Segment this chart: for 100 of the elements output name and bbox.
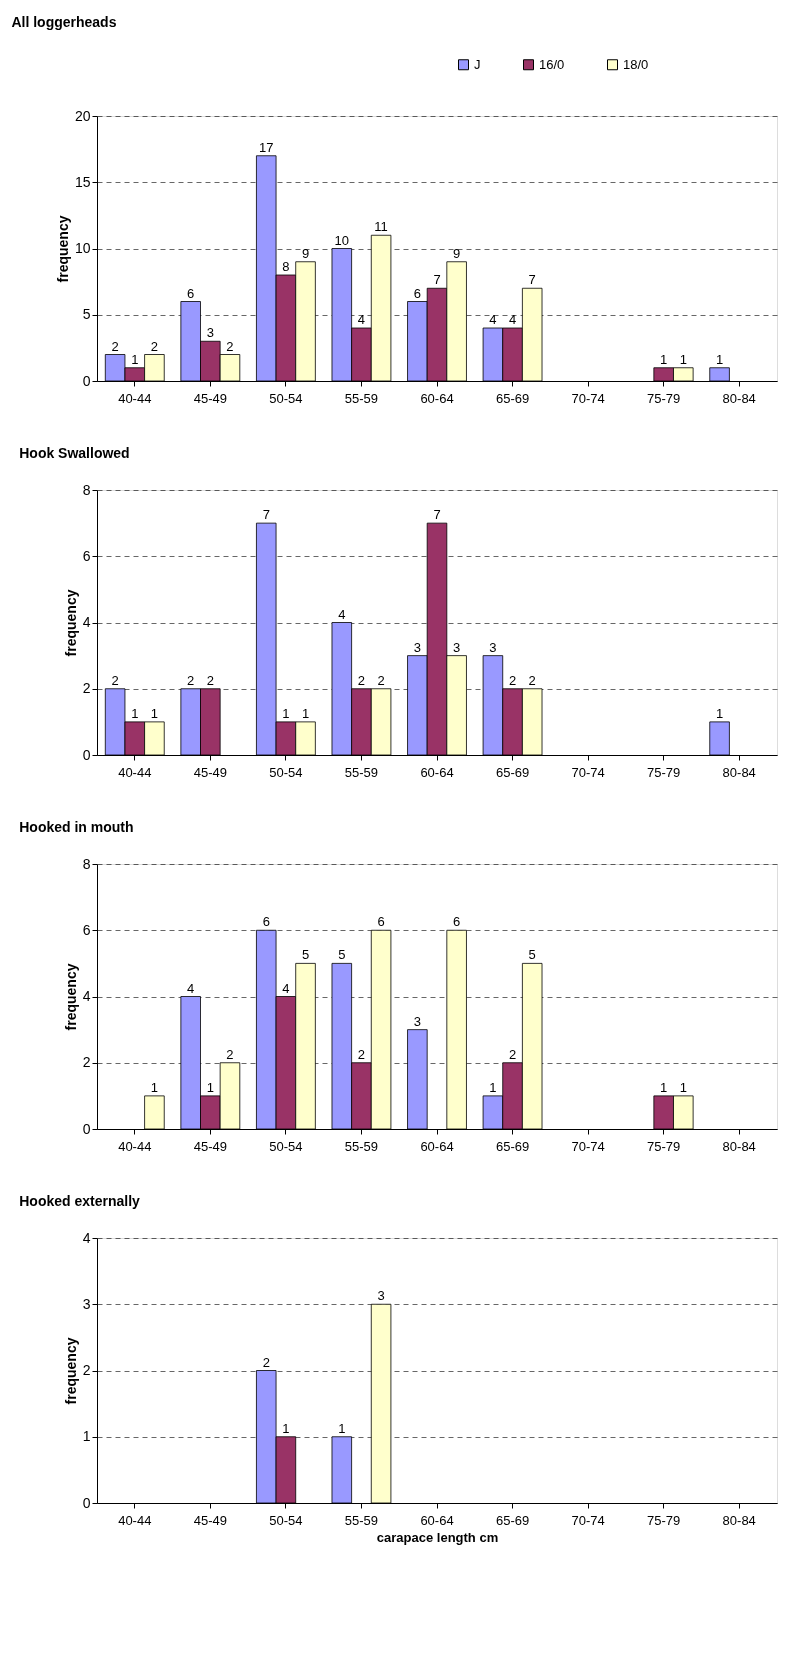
data-label: 1 <box>489 1079 497 1095</box>
legend-label: J <box>474 56 481 72</box>
data-label: 1 <box>679 1079 687 1095</box>
x-tick-label: 70-74 <box>571 390 605 406</box>
y-tick-label: 4 <box>82 988 91 1004</box>
data-label: 3 <box>413 639 421 655</box>
x-tick-label: 50-54 <box>269 1138 303 1154</box>
x-tick-label: 50-54 <box>269 390 303 406</box>
y-tick-label: 0 <box>82 372 91 389</box>
x-tick-label: 55-59 <box>344 764 379 780</box>
data-label: 1 <box>282 705 290 721</box>
x-tick-label: 80-84 <box>722 390 756 406</box>
data-label: 1 <box>715 705 724 721</box>
data-label: 2 <box>206 672 214 688</box>
x-tick-label: 70-74 <box>571 1138 605 1154</box>
y-tick-label: 3 <box>82 1295 91 1312</box>
x-axis-title: carapace length cm <box>376 1529 499 1545</box>
chart-title: Hooked externally <box>19 1193 141 1209</box>
x-tick-label: 80-84 <box>722 764 756 780</box>
data-label: 2 <box>528 672 536 688</box>
x-tick-label: 60-64 <box>420 1512 454 1528</box>
data-label: 5 <box>528 947 536 963</box>
data-label: 9 <box>301 245 310 261</box>
data-label: 2 <box>508 1046 517 1062</box>
x-tick-label: 70-74 <box>571 764 605 780</box>
data-label: 2 <box>508 672 517 688</box>
data-label: 2 <box>357 1046 366 1062</box>
data-label: 4 <box>357 312 366 327</box>
data-label: 7 <box>262 507 270 523</box>
data-label: 4 <box>489 312 497 327</box>
y-axis-title: frequency <box>62 589 79 657</box>
x-tick-label: 55-59 <box>344 1138 379 1154</box>
data-label: 17 <box>259 139 274 155</box>
x-tick-label: 60-64 <box>420 764 454 780</box>
y-tick-label: 6 <box>82 921 91 938</box>
x-tick-label: 80-84 <box>722 1512 756 1528</box>
data-label: 1 <box>660 351 668 367</box>
data-label: 4 <box>508 312 517 327</box>
x-tick-label: 45-49 <box>193 764 227 780</box>
y-tick-label: 5 <box>82 306 91 323</box>
y-tick-label: 2 <box>82 680 91 697</box>
y-tick-label: 2 <box>82 1054 91 1071</box>
data-label: 2 <box>377 672 385 688</box>
data-label: 6 <box>453 914 461 930</box>
chart-title: All loggerheads <box>11 14 117 30</box>
x-tick-label: 40-44 <box>118 390 152 406</box>
data-label: 2 <box>226 1046 234 1062</box>
data-label: 7 <box>433 272 441 288</box>
x-tick-label: 75-79 <box>647 1512 681 1528</box>
y-tick-label: 8 <box>82 855 91 872</box>
x-tick-label: 50-54 <box>269 764 303 780</box>
x-tick-label: 40-44 <box>118 1138 152 1154</box>
data-label: 2 <box>262 1354 270 1370</box>
data-label: 3 <box>413 1013 421 1029</box>
y-axis-title: frequency <box>62 963 79 1031</box>
data-label: 1 <box>282 1420 290 1436</box>
data-label: 3 <box>377 1288 385 1304</box>
data-label: 6 <box>377 914 385 930</box>
legend-label: 16/0 <box>539 56 565 72</box>
x-tick-label: 70-74 <box>571 1512 605 1528</box>
data-label: 1 <box>715 351 724 367</box>
x-tick-label: 65-69 <box>495 390 530 406</box>
x-tick-label: 50-54 <box>269 1512 303 1528</box>
y-tick-label: 20 <box>74 107 91 124</box>
y-tick-label: 10 <box>74 240 91 256</box>
x-tick-label: 45-49 <box>193 1138 227 1154</box>
y-tick-label: 4 <box>82 614 91 630</box>
x-tick-label: 65-69 <box>495 764 530 780</box>
data-label: 6 <box>262 914 270 930</box>
data-label: 6 <box>413 285 421 301</box>
data-label: 9 <box>453 245 461 261</box>
y-tick-label: 1 <box>82 1428 91 1445</box>
data-label: 2 <box>187 672 195 688</box>
x-tick-label: 75-79 <box>647 764 681 780</box>
data-label: 4 <box>187 980 195 996</box>
data-label: 2 <box>150 338 159 354</box>
data-label: 7 <box>528 272 536 288</box>
y-axis-title: frequency <box>54 215 71 283</box>
x-tick-label: 55-59 <box>344 1512 379 1528</box>
y-tick-label: 8 <box>82 481 91 498</box>
chart-title: Hook Swallowed <box>19 445 130 461</box>
x-tick-label: 80-84 <box>722 1138 756 1154</box>
data-label: 10 <box>334 232 350 248</box>
y-tick-label: 0 <box>82 746 91 763</box>
data-label: 2 <box>357 672 366 688</box>
x-tick-label: 45-49 <box>193 1512 227 1528</box>
x-tick-label: 40-44 <box>118 764 152 780</box>
y-tick-label: 4 <box>82 1229 91 1246</box>
data-label: 4 <box>282 980 290 996</box>
legend-label: 18/0 <box>623 56 649 72</box>
data-label: 1 <box>131 705 139 721</box>
data-label: 7 <box>433 507 441 523</box>
y-tick-label: 0 <box>82 1494 91 1511</box>
x-tick-label: 60-64 <box>420 1138 454 1154</box>
data-label: 1 <box>131 351 139 367</box>
data-label: 11 <box>374 219 388 235</box>
data-label: 1 <box>206 1079 214 1095</box>
y-tick-label: 2 <box>82 1362 91 1378</box>
x-tick-label: 45-49 <box>193 390 227 406</box>
data-label: 3 <box>453 639 461 655</box>
